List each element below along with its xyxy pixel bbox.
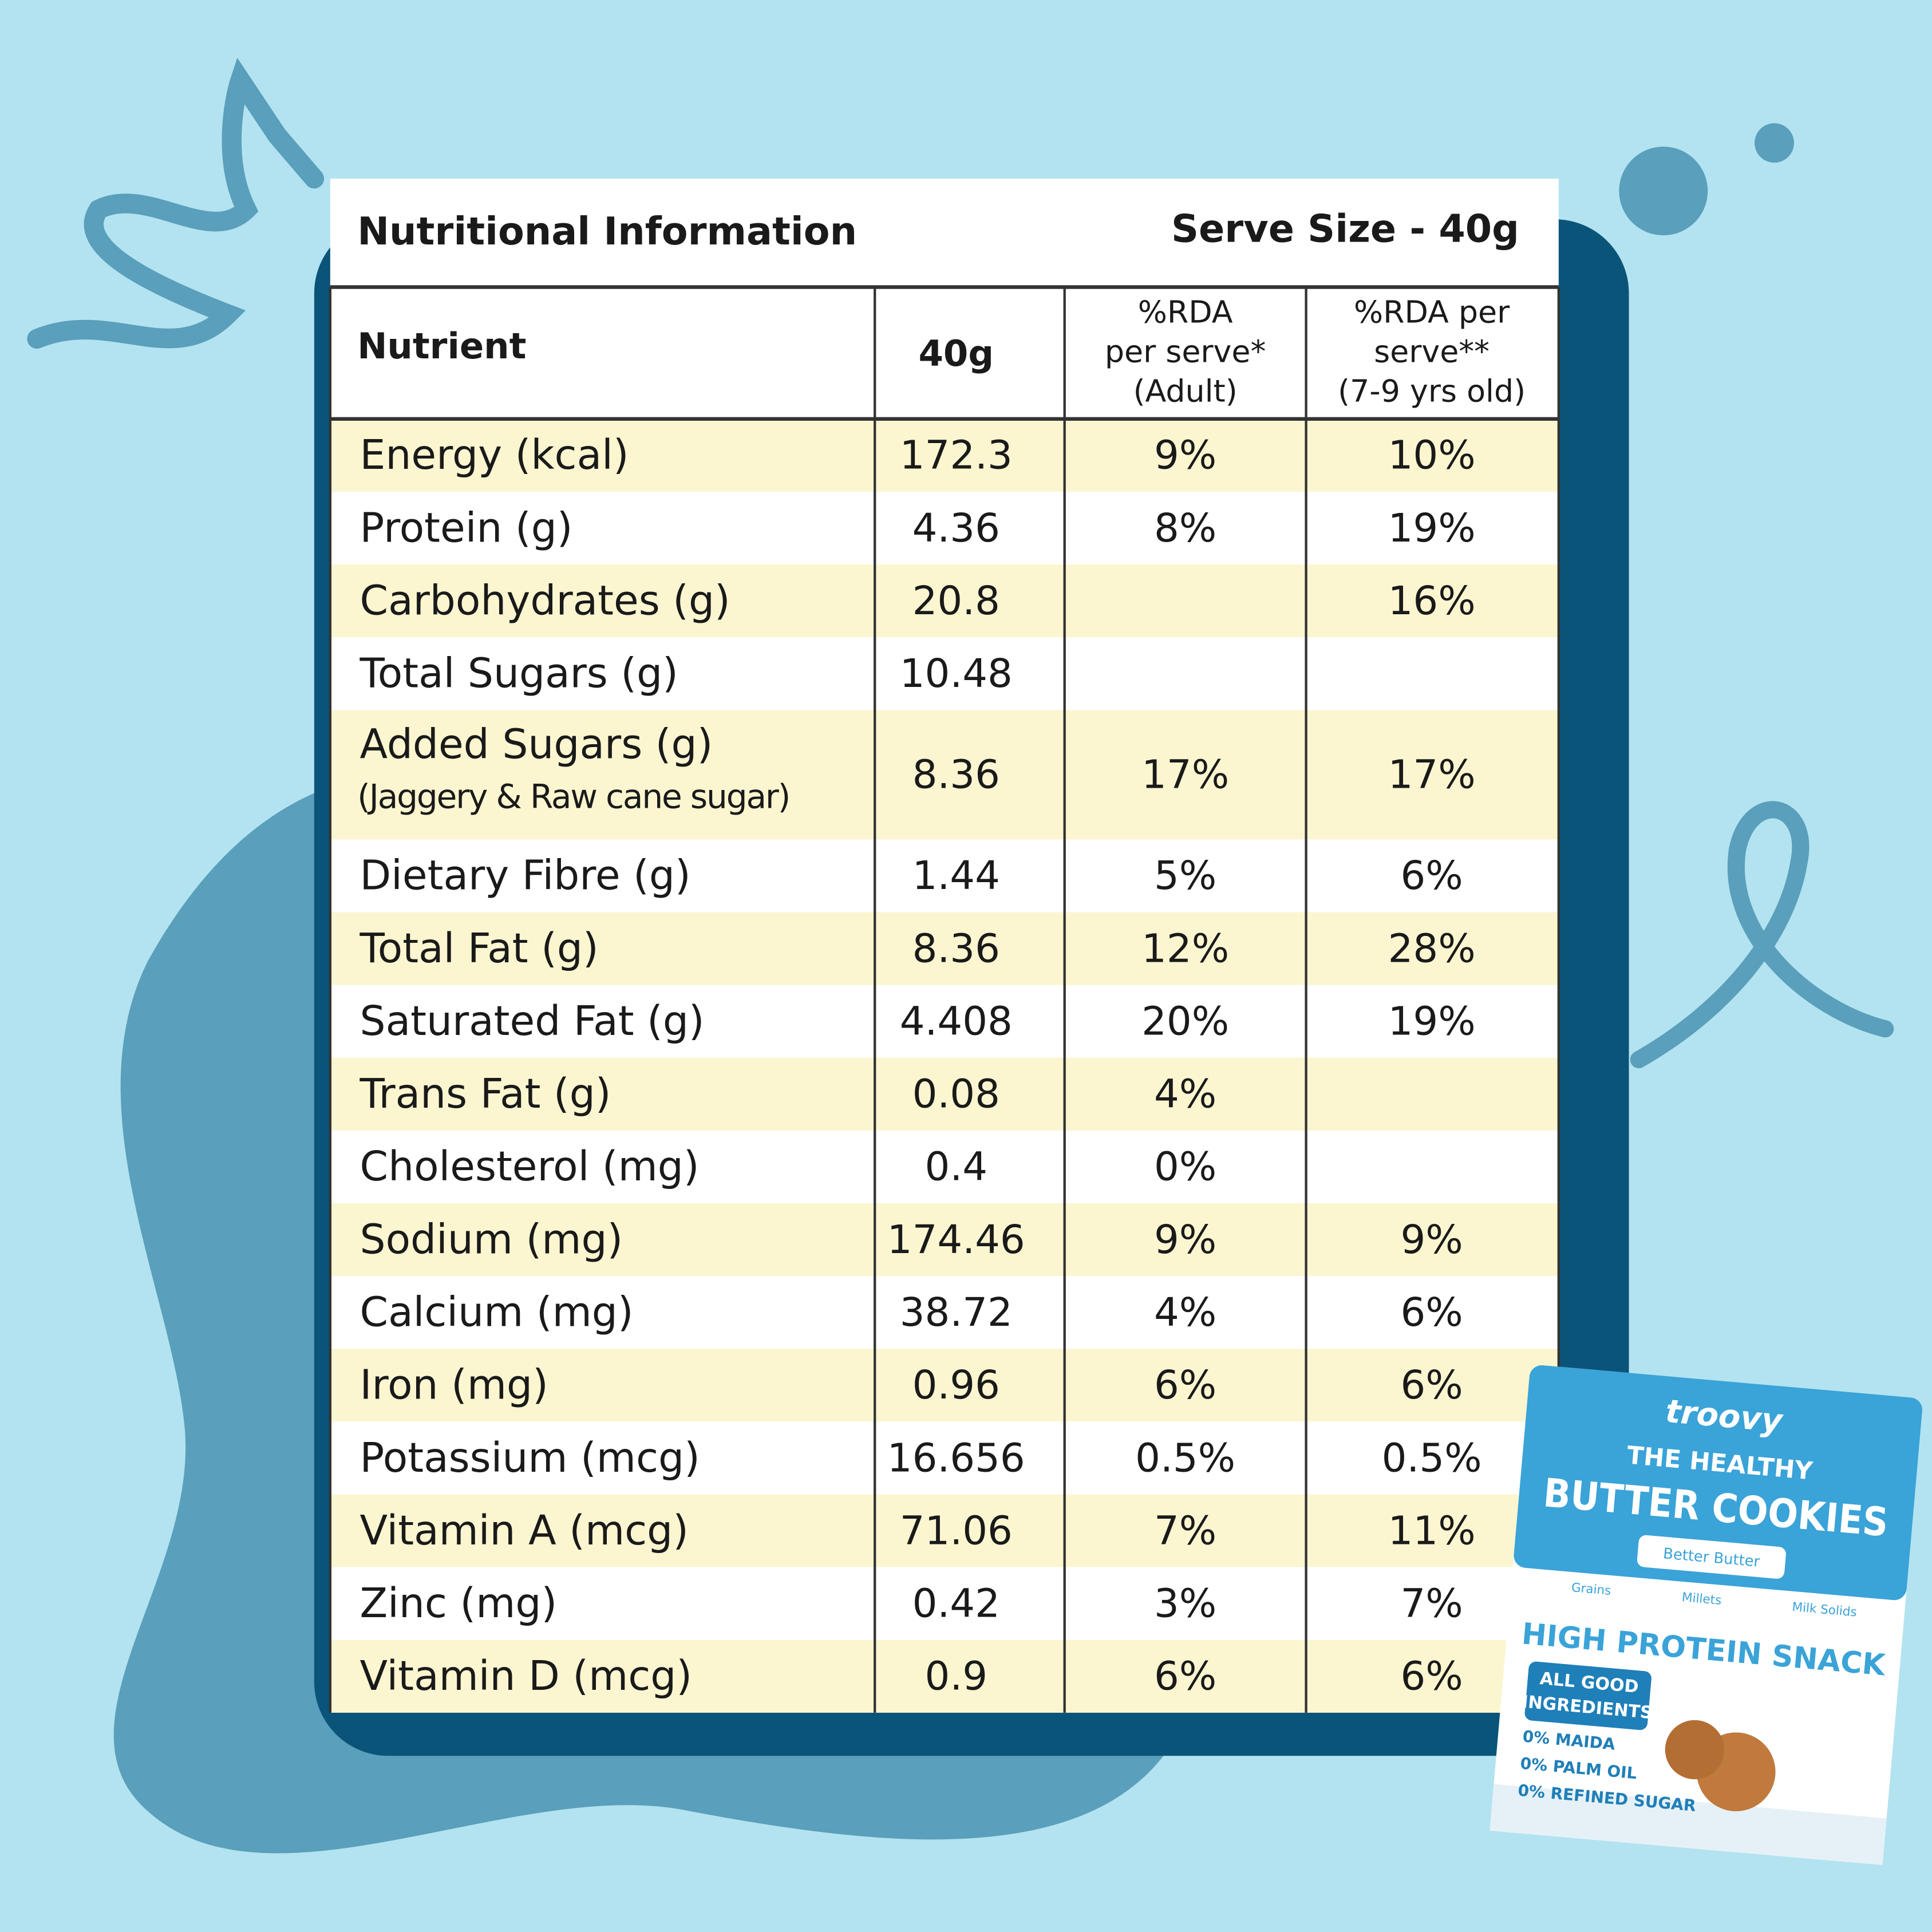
- cell: 9%: [1154, 433, 1216, 479]
- badge: [1524, 1661, 1652, 1730]
- cell: 4%: [1154, 1072, 1216, 1117]
- cell: 9%: [1400, 1217, 1463, 1263]
- row-band: [330, 1203, 1559, 1277]
- row-band: [330, 710, 1559, 840]
- row-band: [330, 1639, 1559, 1713]
- column-header: %RDA per: [1354, 294, 1510, 330]
- cell: 0.96: [912, 1362, 1000, 1408]
- cell: 0.08: [912, 1072, 1000, 1117]
- nutrient: Sodium (mg): [360, 1215, 623, 1263]
- nutrient: Potassium (mcg): [360, 1434, 700, 1481]
- cell: 10.48: [900, 651, 1013, 697]
- dot: [1755, 123, 1794, 163]
- cell: 6%: [1400, 1362, 1463, 1408]
- nutrient: Added Sugars (g): [360, 720, 713, 768]
- cell: 172.3: [900, 433, 1013, 479]
- nutrient: Energy (kcal): [360, 431, 629, 479]
- nutrient: Vitamin D (mcg): [360, 1652, 693, 1700]
- cell: 28%: [1388, 926, 1476, 971]
- cell: 17%: [1141, 752, 1229, 798]
- nutrient: Iron (mg): [360, 1361, 548, 1409]
- column-header: Nutrient: [357, 325, 526, 367]
- nutrient: Total Fat (g): [359, 924, 599, 972]
- nutrient: Total Sugars (g): [359, 650, 678, 697]
- row-band: [330, 1494, 1559, 1567]
- cell: 6%: [1400, 853, 1463, 899]
- cell: 6%: [1154, 1362, 1216, 1408]
- column-header: per serve*: [1105, 333, 1266, 369]
- cell: 0.4: [925, 1144, 988, 1190]
- nutrient: Zinc (mg): [360, 1579, 558, 1627]
- nutrient: Cholesterol (mg): [360, 1143, 700, 1190]
- cell: 5%: [1154, 853, 1216, 899]
- cell: 6%: [1400, 1654, 1463, 1700]
- row-band: [330, 564, 1559, 638]
- cell: 16%: [1388, 578, 1476, 624]
- cell: 4.36: [912, 505, 1000, 551]
- title: Nutritional Information: [357, 209, 857, 254]
- row-band: [330, 912, 1559, 985]
- cell: 20%: [1141, 998, 1229, 1044]
- cell: 1.44: [912, 853, 1000, 899]
- nutrient: Carbohydrates (g): [360, 576, 730, 624]
- nutrient: Calcium (mg): [360, 1289, 634, 1336]
- cell: 0.5%: [1382, 1435, 1482, 1481]
- cell: 11%: [1388, 1508, 1476, 1554]
- tag: [1637, 1535, 1786, 1579]
- cell: 6%: [1154, 1654, 1216, 1700]
- cell: 0.42: [912, 1581, 1000, 1627]
- cell: 4%: [1154, 1290, 1216, 1336]
- squiggle: [27, 58, 325, 349]
- row-band: [330, 1057, 1559, 1131]
- nutrient: Trans Fat (g): [359, 1070, 611, 1117]
- cell: 8%: [1154, 505, 1216, 551]
- cell: 8.36: [912, 926, 1000, 971]
- cell: 19%: [1388, 505, 1476, 551]
- column-header: 40g: [919, 333, 994, 374]
- column-header: (Adult): [1133, 373, 1238, 409]
- cell: 7%: [1400, 1581, 1463, 1627]
- cell: 6%: [1400, 1290, 1463, 1336]
- cell: 174.46: [887, 1217, 1025, 1263]
- nutrient: Vitamin A (mcg): [360, 1507, 689, 1554]
- cell: 9%: [1154, 1217, 1216, 1263]
- loop: [1630, 801, 1894, 1069]
- cell: 3%: [1154, 1581, 1216, 1627]
- row-band: [330, 418, 1559, 492]
- nutrient: Dietary Fibre (g): [360, 852, 691, 899]
- nutrient: Saturated Fat (g): [360, 997, 705, 1045]
- cell: 38.72: [900, 1290, 1013, 1336]
- column-header: serve**: [1374, 333, 1490, 369]
- dot: [1619, 147, 1708, 236]
- column-header: %RDA: [1138, 294, 1233, 330]
- pack-text: Grains: [1571, 1581, 1611, 1598]
- column-header: (7-9 yrs old): [1338, 373, 1526, 409]
- pack-bottom: [1490, 1784, 1887, 1866]
- cell: 8.36: [912, 752, 1000, 798]
- row-band: [330, 1349, 1559, 1422]
- cell: 0.9: [925, 1654, 988, 1700]
- cell: 0%: [1154, 1144, 1216, 1190]
- cell: 19%: [1388, 998, 1476, 1044]
- pack-text: Millets: [1681, 1590, 1722, 1608]
- serve-size: Serve Size - 40g: [1171, 207, 1519, 251]
- pack-top: [1514, 1365, 1922, 1601]
- nutrient: Protein (g): [360, 504, 573, 551]
- cell: 12%: [1141, 926, 1229, 971]
- cell: 71.06: [900, 1508, 1013, 1554]
- cell: 16.656: [887, 1435, 1025, 1481]
- cell: 0.5%: [1135, 1435, 1235, 1481]
- cell: 7%: [1154, 1508, 1216, 1554]
- cell: 4.408: [900, 998, 1013, 1044]
- cell: 10%: [1388, 433, 1476, 479]
- cell: 20.8: [912, 578, 1000, 624]
- nutrient-note: (Jaggery & Raw cane sugar): [357, 777, 789, 816]
- cell: 17%: [1388, 752, 1476, 798]
- cookie: [1665, 1720, 1725, 1780]
